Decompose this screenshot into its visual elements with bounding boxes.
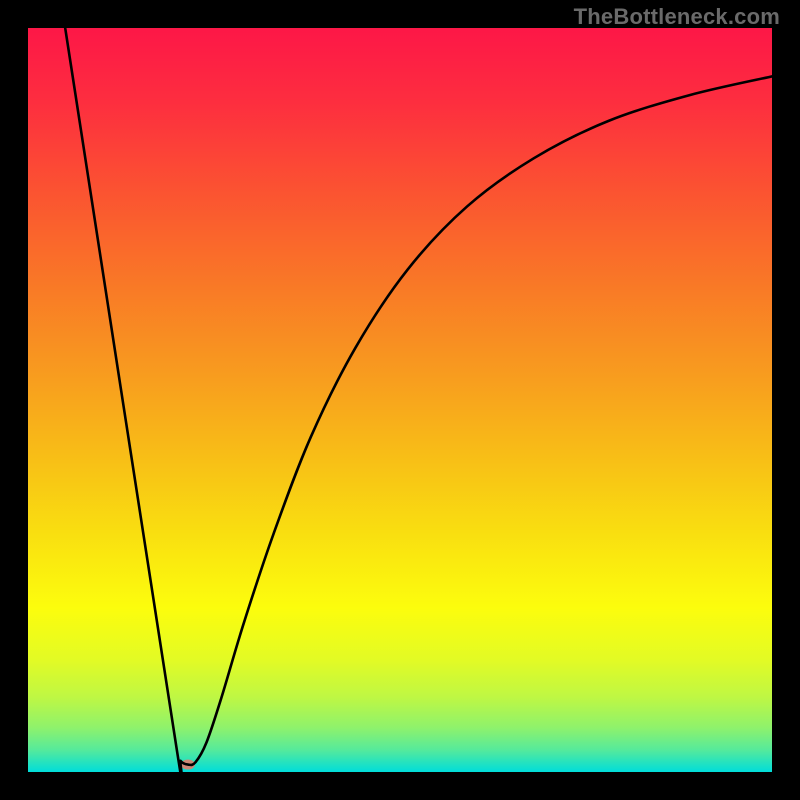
plot-area <box>28 28 772 772</box>
watermark-text: TheBottleneck.com <box>574 4 780 30</box>
chart-svg <box>28 28 772 772</box>
chart-container: TheBottleneck.com <box>0 0 800 800</box>
gradient-background <box>28 28 772 772</box>
